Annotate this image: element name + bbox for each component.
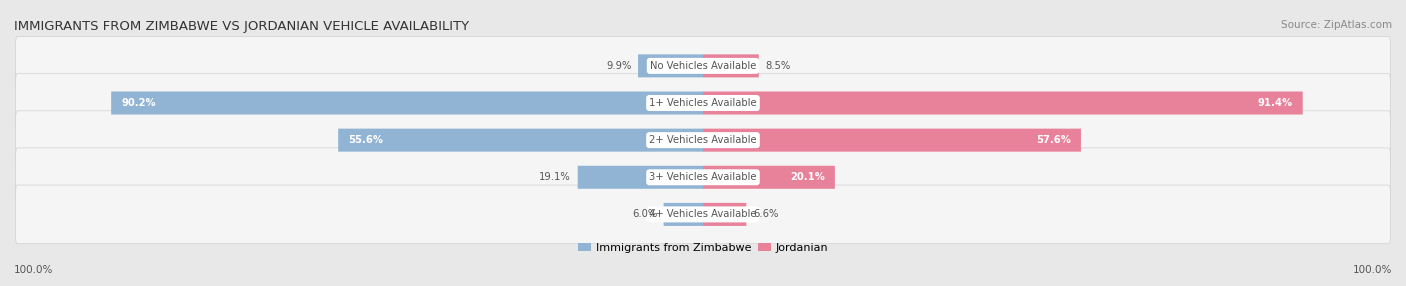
FancyBboxPatch shape bbox=[638, 54, 703, 78]
Text: 4+ Vehicles Available: 4+ Vehicles Available bbox=[650, 209, 756, 219]
Text: 6.6%: 6.6% bbox=[752, 209, 779, 219]
FancyBboxPatch shape bbox=[15, 37, 1391, 95]
Legend: Immigrants from Zimbabwe, Jordanian: Immigrants from Zimbabwe, Jordanian bbox=[574, 238, 832, 257]
FancyBboxPatch shape bbox=[664, 203, 703, 226]
Text: 55.6%: 55.6% bbox=[349, 135, 382, 145]
Text: 100.0%: 100.0% bbox=[1353, 265, 1392, 275]
Text: 3+ Vehicles Available: 3+ Vehicles Available bbox=[650, 172, 756, 182]
FancyBboxPatch shape bbox=[703, 166, 835, 189]
FancyBboxPatch shape bbox=[339, 129, 703, 152]
Text: 19.1%: 19.1% bbox=[540, 172, 571, 182]
Text: 100.0%: 100.0% bbox=[14, 265, 53, 275]
Text: No Vehicles Available: No Vehicles Available bbox=[650, 61, 756, 71]
Text: 57.6%: 57.6% bbox=[1036, 135, 1071, 145]
FancyBboxPatch shape bbox=[703, 92, 1303, 114]
FancyBboxPatch shape bbox=[703, 203, 747, 226]
Text: 2+ Vehicles Available: 2+ Vehicles Available bbox=[650, 135, 756, 145]
FancyBboxPatch shape bbox=[578, 166, 703, 189]
Text: 1+ Vehicles Available: 1+ Vehicles Available bbox=[650, 98, 756, 108]
FancyBboxPatch shape bbox=[703, 54, 759, 78]
FancyBboxPatch shape bbox=[15, 185, 1391, 244]
Text: 9.9%: 9.9% bbox=[606, 61, 631, 71]
FancyBboxPatch shape bbox=[111, 92, 703, 114]
Text: Source: ZipAtlas.com: Source: ZipAtlas.com bbox=[1281, 20, 1392, 30]
FancyBboxPatch shape bbox=[15, 111, 1391, 170]
Text: IMMIGRANTS FROM ZIMBABWE VS JORDANIAN VEHICLE AVAILABILITY: IMMIGRANTS FROM ZIMBABWE VS JORDANIAN VE… bbox=[14, 20, 470, 33]
Text: 91.4%: 91.4% bbox=[1258, 98, 1294, 108]
Text: 6.0%: 6.0% bbox=[631, 209, 657, 219]
Text: 90.2%: 90.2% bbox=[121, 98, 156, 108]
Text: 20.1%: 20.1% bbox=[790, 172, 825, 182]
Text: 8.5%: 8.5% bbox=[765, 61, 790, 71]
FancyBboxPatch shape bbox=[703, 129, 1081, 152]
FancyBboxPatch shape bbox=[15, 148, 1391, 206]
FancyBboxPatch shape bbox=[15, 74, 1391, 132]
